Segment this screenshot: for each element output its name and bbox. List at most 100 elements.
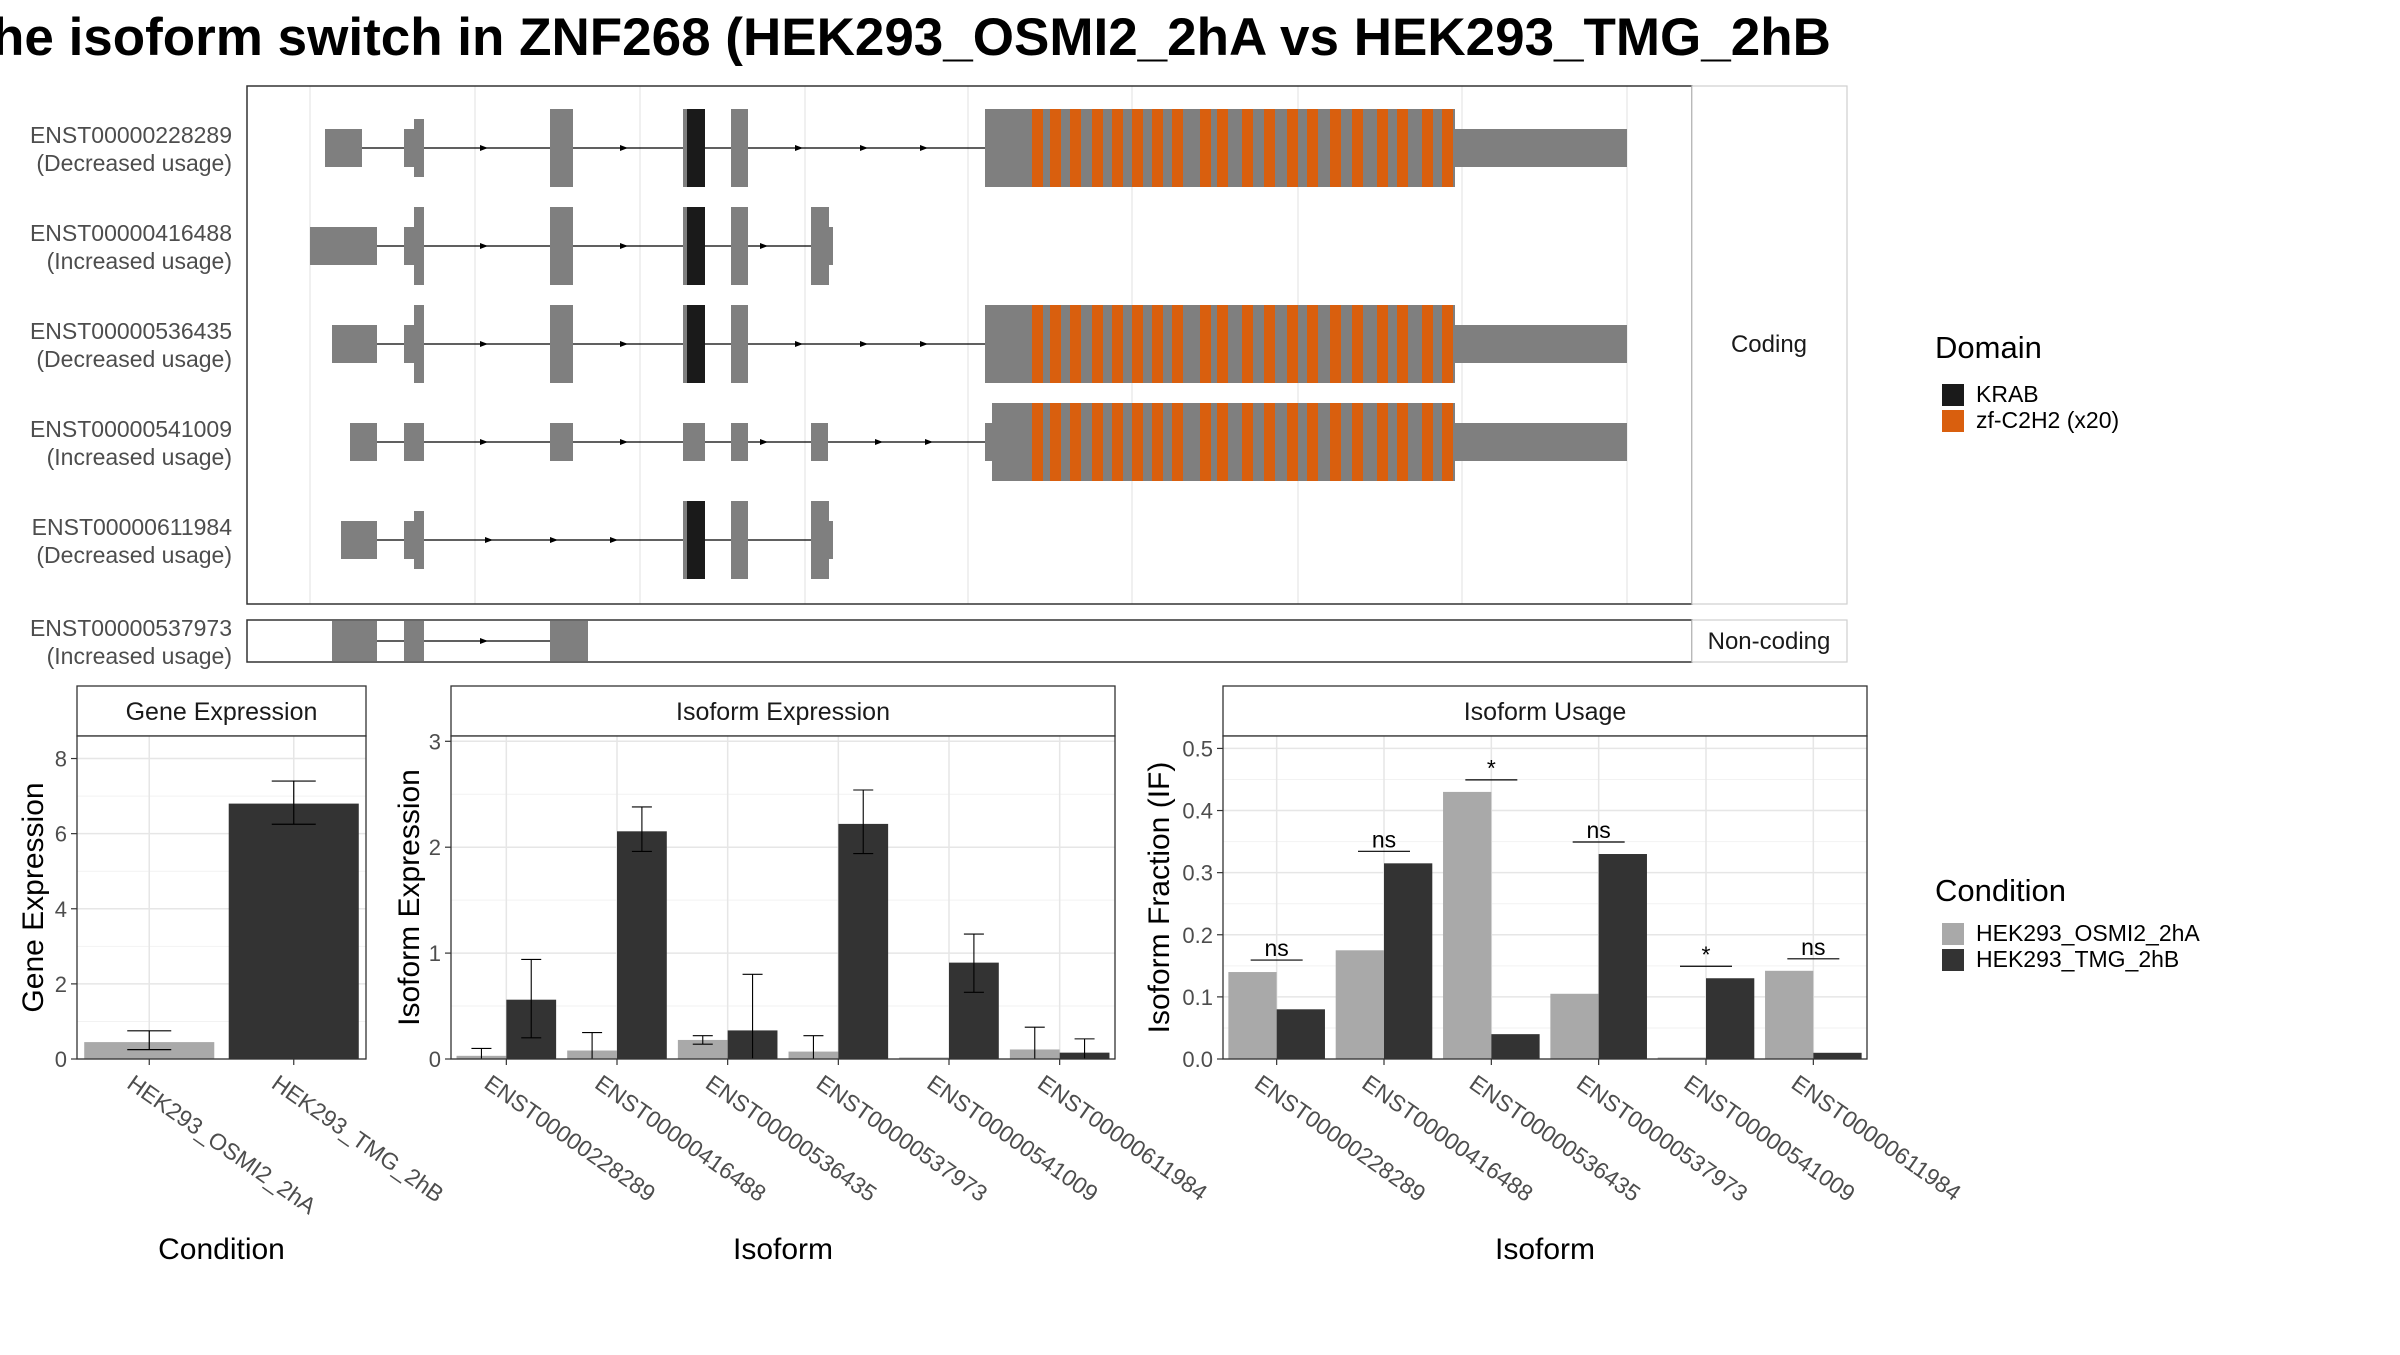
intron-direction-arrow xyxy=(480,341,488,347)
intron-direction-arrow xyxy=(610,537,618,543)
bar xyxy=(84,1042,215,1059)
intron-direction-arrow xyxy=(620,243,628,249)
y-axis-title: Gene Expression xyxy=(17,782,50,1012)
zf-c2h2-domain-stripe xyxy=(1242,403,1253,481)
exon-block xyxy=(811,423,828,461)
bar-charts: Gene Expression02468HEK293_OSMI2_2hAHEK2… xyxy=(17,685,1966,1266)
zf-c2h2-domain-stripe xyxy=(1217,403,1228,481)
x-axis-title: Isoform xyxy=(733,1233,833,1266)
condition-legend-label: HEK293_OSMI2_2hA xyxy=(1976,920,2200,946)
condition-legend-label: HEK293_TMG_2hB xyxy=(1976,946,2179,972)
krab-domain-block xyxy=(687,109,705,187)
transcript-structure-panel: CodingNon-codingENST00000228289(Decrease… xyxy=(30,85,1848,669)
significance-label: * xyxy=(1702,941,1711,967)
zf-c2h2-domain-stripe xyxy=(1442,305,1453,383)
transcript-usage-label: (Increased usage) xyxy=(47,643,232,669)
y-tick-label: 0 xyxy=(55,1047,67,1072)
exon-block xyxy=(332,621,377,661)
transcript-track: ENST00000611984(Decreased usage) xyxy=(32,501,833,579)
y-tick-label: 6 xyxy=(55,822,67,847)
zf-c2h2-domain-stripe xyxy=(1397,403,1408,481)
x-tick-label: ENST00000611984 xyxy=(1787,1070,1966,1206)
exon-block xyxy=(731,501,748,579)
bar xyxy=(1228,972,1277,1059)
intron-direction-arrow xyxy=(920,145,928,151)
zf-c2h2-domain-stripe xyxy=(1442,403,1453,481)
transcript-track: ENST00000537973(Increased usage) xyxy=(30,615,588,669)
exon-block xyxy=(683,109,687,187)
significance-label: ns xyxy=(1587,817,1611,843)
domain-legend-label: zf-C2H2 (x20) xyxy=(1976,407,2119,433)
zf-c2h2-domain-stripe xyxy=(1352,403,1363,481)
intron-direction-arrow xyxy=(860,341,868,347)
exon-block xyxy=(829,521,833,559)
significance-label: * xyxy=(1487,755,1496,781)
exon-block xyxy=(731,207,748,285)
zf-c2h2-domain-stripe xyxy=(1172,109,1183,187)
exon-block xyxy=(550,109,573,187)
zf-c2h2-domain-stripe xyxy=(1032,109,1043,187)
domain-legend-swatch xyxy=(1942,384,1964,406)
transcript-track: ENST00000536435(Decreased usage) xyxy=(30,305,1627,383)
chart-panel-3: Isoform Usage ns ns * ns * ns 0.0 0.1 0.2 0.3 0.4 0.… xyxy=(1143,685,1966,1266)
zf-c2h2-domain-stripe xyxy=(1217,109,1228,187)
exon-block xyxy=(404,521,414,559)
exon-block xyxy=(310,227,377,265)
exon-block xyxy=(1455,129,1627,167)
zf-c2h2-domain-stripe xyxy=(1422,403,1433,481)
krab-domain-block xyxy=(687,207,705,285)
zf-c2h2-domain-stripe xyxy=(1132,109,1143,187)
intron-direction-arrow xyxy=(620,145,628,151)
significance-label: ns xyxy=(1372,826,1396,852)
y-tick-label: 0.3 xyxy=(1182,861,1213,886)
zf-c2h2-domain-stripe xyxy=(1264,305,1275,383)
bar xyxy=(899,1057,949,1059)
transcript-track: ENST00000541009(Increased usage) xyxy=(30,403,1627,481)
significance-label: ns xyxy=(1265,935,1289,961)
zf-c2h2-domain-stripe xyxy=(1092,305,1103,383)
plot-border xyxy=(76,735,367,1060)
y-tick-label: 8 xyxy=(55,747,67,772)
zf-c2h2-domain-stripe xyxy=(1242,305,1253,383)
chart-title: Isoform Usage xyxy=(1464,698,1627,726)
exon-block xyxy=(404,621,424,661)
zf-c2h2-domain-stripe xyxy=(1070,305,1081,383)
exon-block xyxy=(829,227,833,265)
zf-c2h2-domain-stripe xyxy=(1132,403,1143,481)
zf-c2h2-domain-stripe xyxy=(1217,305,1228,383)
exon-block xyxy=(811,501,829,579)
plot-background xyxy=(451,736,1115,1059)
transcript-id-label: ENST00000537973 xyxy=(30,615,232,641)
transcript-usage-label: (Decreased usage) xyxy=(36,542,232,568)
zf-c2h2-domain-stripe xyxy=(1287,403,1298,481)
coding-strip-label: Coding xyxy=(1731,331,1807,358)
zf-c2h2-domain-stripe xyxy=(1200,109,1211,187)
zf-c2h2-domain-stripe xyxy=(1287,109,1298,187)
krab-domain-block xyxy=(687,305,705,383)
intron-direction-arrow xyxy=(795,145,803,151)
zf-c2h2-domain-stripe xyxy=(1152,403,1163,481)
bar xyxy=(677,1039,728,1059)
bar xyxy=(1706,978,1755,1059)
plot-border xyxy=(1222,735,1868,1060)
zf-c2h2-domain-stripe xyxy=(1070,109,1081,187)
intron-direction-arrow xyxy=(760,439,768,445)
intron-direction-arrow xyxy=(920,341,928,347)
zf-c2h2-domain-stripe xyxy=(1112,109,1123,187)
intron-direction-arrow xyxy=(480,145,488,151)
zf-c2h2-domain-stripe xyxy=(1422,109,1433,187)
chart-title-strip xyxy=(450,685,1116,737)
zf-c2h2-domain-stripe xyxy=(1307,403,1318,481)
zf-c2h2-domain-stripe xyxy=(1070,403,1081,481)
intron-direction-arrow xyxy=(480,439,488,445)
plot-border xyxy=(450,735,1116,1060)
zf-c2h2-domain-stripe xyxy=(1152,109,1163,187)
exon-block xyxy=(550,423,573,461)
exon-block xyxy=(683,207,687,285)
y-axis-title: Isoform Fraction (IF) xyxy=(1143,762,1176,1034)
exon-block xyxy=(992,403,1030,481)
exon-block xyxy=(404,227,414,265)
exon-block xyxy=(325,129,362,167)
